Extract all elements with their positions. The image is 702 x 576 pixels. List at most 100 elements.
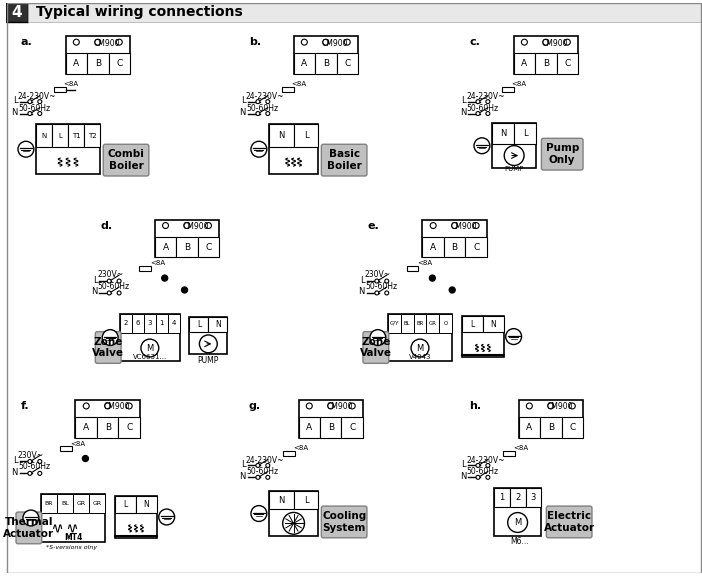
Circle shape [385, 291, 389, 295]
Text: C: C [569, 423, 576, 432]
Bar [514, 123, 536, 143]
Text: L: L [241, 460, 246, 469]
Text: L: L [93, 275, 98, 285]
Text: 24-230V~
50-60Hz: 24-230V~ 50-60Hz [246, 92, 284, 112]
Text: <8A: <8A [514, 445, 529, 450]
Text: MT4: MT4 [64, 533, 82, 543]
Circle shape [476, 100, 480, 104]
Text: B: B [105, 423, 111, 432]
Text: N: N [491, 320, 496, 328]
Text: GR: GR [93, 501, 102, 506]
Text: BR: BR [416, 321, 424, 326]
Circle shape [476, 112, 480, 116]
Bar [57, 494, 73, 513]
Text: <8A: <8A [70, 441, 86, 446]
Bar [282, 87, 293, 92]
Text: N: N [12, 108, 18, 117]
Bar [557, 53, 578, 74]
Text: M6...: M6... [510, 537, 529, 546]
Circle shape [370, 329, 386, 346]
Text: CM900: CM900 [93, 39, 120, 48]
Circle shape [504, 146, 524, 165]
Circle shape [182, 287, 187, 293]
Bar [483, 316, 504, 332]
Bar [406, 266, 418, 271]
Circle shape [451, 222, 458, 229]
Circle shape [28, 471, 32, 475]
FancyBboxPatch shape [16, 512, 42, 544]
Circle shape [256, 112, 260, 116]
Circle shape [82, 456, 88, 461]
Text: Thermal
Actuator: Thermal Actuator [4, 517, 55, 539]
Text: A: A [306, 423, 312, 432]
Text: 3: 3 [531, 493, 536, 502]
Circle shape [126, 403, 132, 409]
Bar [65, 53, 87, 74]
Bar [84, 124, 100, 147]
Bar [190, 317, 227, 354]
Circle shape [266, 464, 270, 468]
Bar [519, 417, 540, 438]
Circle shape [38, 460, 42, 464]
Bar [401, 314, 413, 333]
Bar [120, 314, 180, 361]
Text: L: L [304, 131, 308, 141]
Circle shape [107, 279, 111, 283]
Circle shape [375, 291, 379, 295]
Circle shape [301, 39, 307, 45]
Text: L: L [304, 495, 308, 505]
Text: C: C [116, 59, 122, 68]
Bar [53, 87, 65, 92]
FancyBboxPatch shape [95, 332, 121, 363]
Text: B: B [328, 423, 334, 432]
Text: N: N [359, 287, 365, 297]
Circle shape [474, 138, 490, 154]
Circle shape [306, 403, 312, 409]
Bar [176, 237, 198, 257]
Bar [535, 53, 557, 74]
Circle shape [84, 403, 89, 409]
Text: 4: 4 [12, 5, 22, 20]
Text: C: C [349, 423, 355, 432]
Text: PUMP: PUMP [198, 356, 219, 365]
Text: 24-230V~
50-60Hz: 24-230V~ 50-60Hz [246, 456, 284, 476]
Text: Electric
Actuator: Electric Actuator [543, 511, 595, 533]
Bar [293, 491, 319, 509]
Text: CM900: CM900 [547, 403, 573, 411]
Circle shape [159, 509, 175, 525]
Text: C: C [473, 242, 479, 252]
Text: CM900: CM900 [103, 403, 130, 411]
FancyBboxPatch shape [103, 144, 149, 176]
Bar [139, 266, 151, 271]
Text: CM900: CM900 [451, 222, 477, 231]
Text: Cooling
System: Cooling System [322, 511, 366, 533]
Text: <8A: <8A [64, 81, 79, 87]
Text: N: N [215, 320, 220, 329]
Text: L: L [197, 320, 201, 329]
Circle shape [117, 39, 122, 45]
Text: CM900: CM900 [542, 39, 568, 48]
Bar [526, 488, 541, 507]
Bar [136, 496, 157, 513]
Text: N: N [41, 133, 46, 139]
FancyBboxPatch shape [322, 506, 367, 538]
Bar [293, 124, 319, 147]
Circle shape [23, 510, 39, 526]
Text: N: N [278, 495, 284, 505]
Text: B: B [95, 59, 101, 68]
Text: e.: e. [368, 221, 380, 230]
Bar [293, 36, 358, 74]
Bar [494, 488, 541, 536]
Circle shape [266, 100, 270, 104]
Text: VC6631...: VC6631... [133, 354, 167, 361]
Circle shape [411, 339, 429, 357]
Text: *: * [66, 535, 70, 545]
Bar [73, 494, 89, 513]
Bar [36, 124, 52, 147]
Text: N: N [278, 131, 284, 141]
Circle shape [486, 112, 490, 116]
Text: A: A [73, 59, 79, 68]
Bar [132, 314, 144, 333]
Text: <8A: <8A [291, 81, 307, 87]
Circle shape [548, 403, 554, 409]
